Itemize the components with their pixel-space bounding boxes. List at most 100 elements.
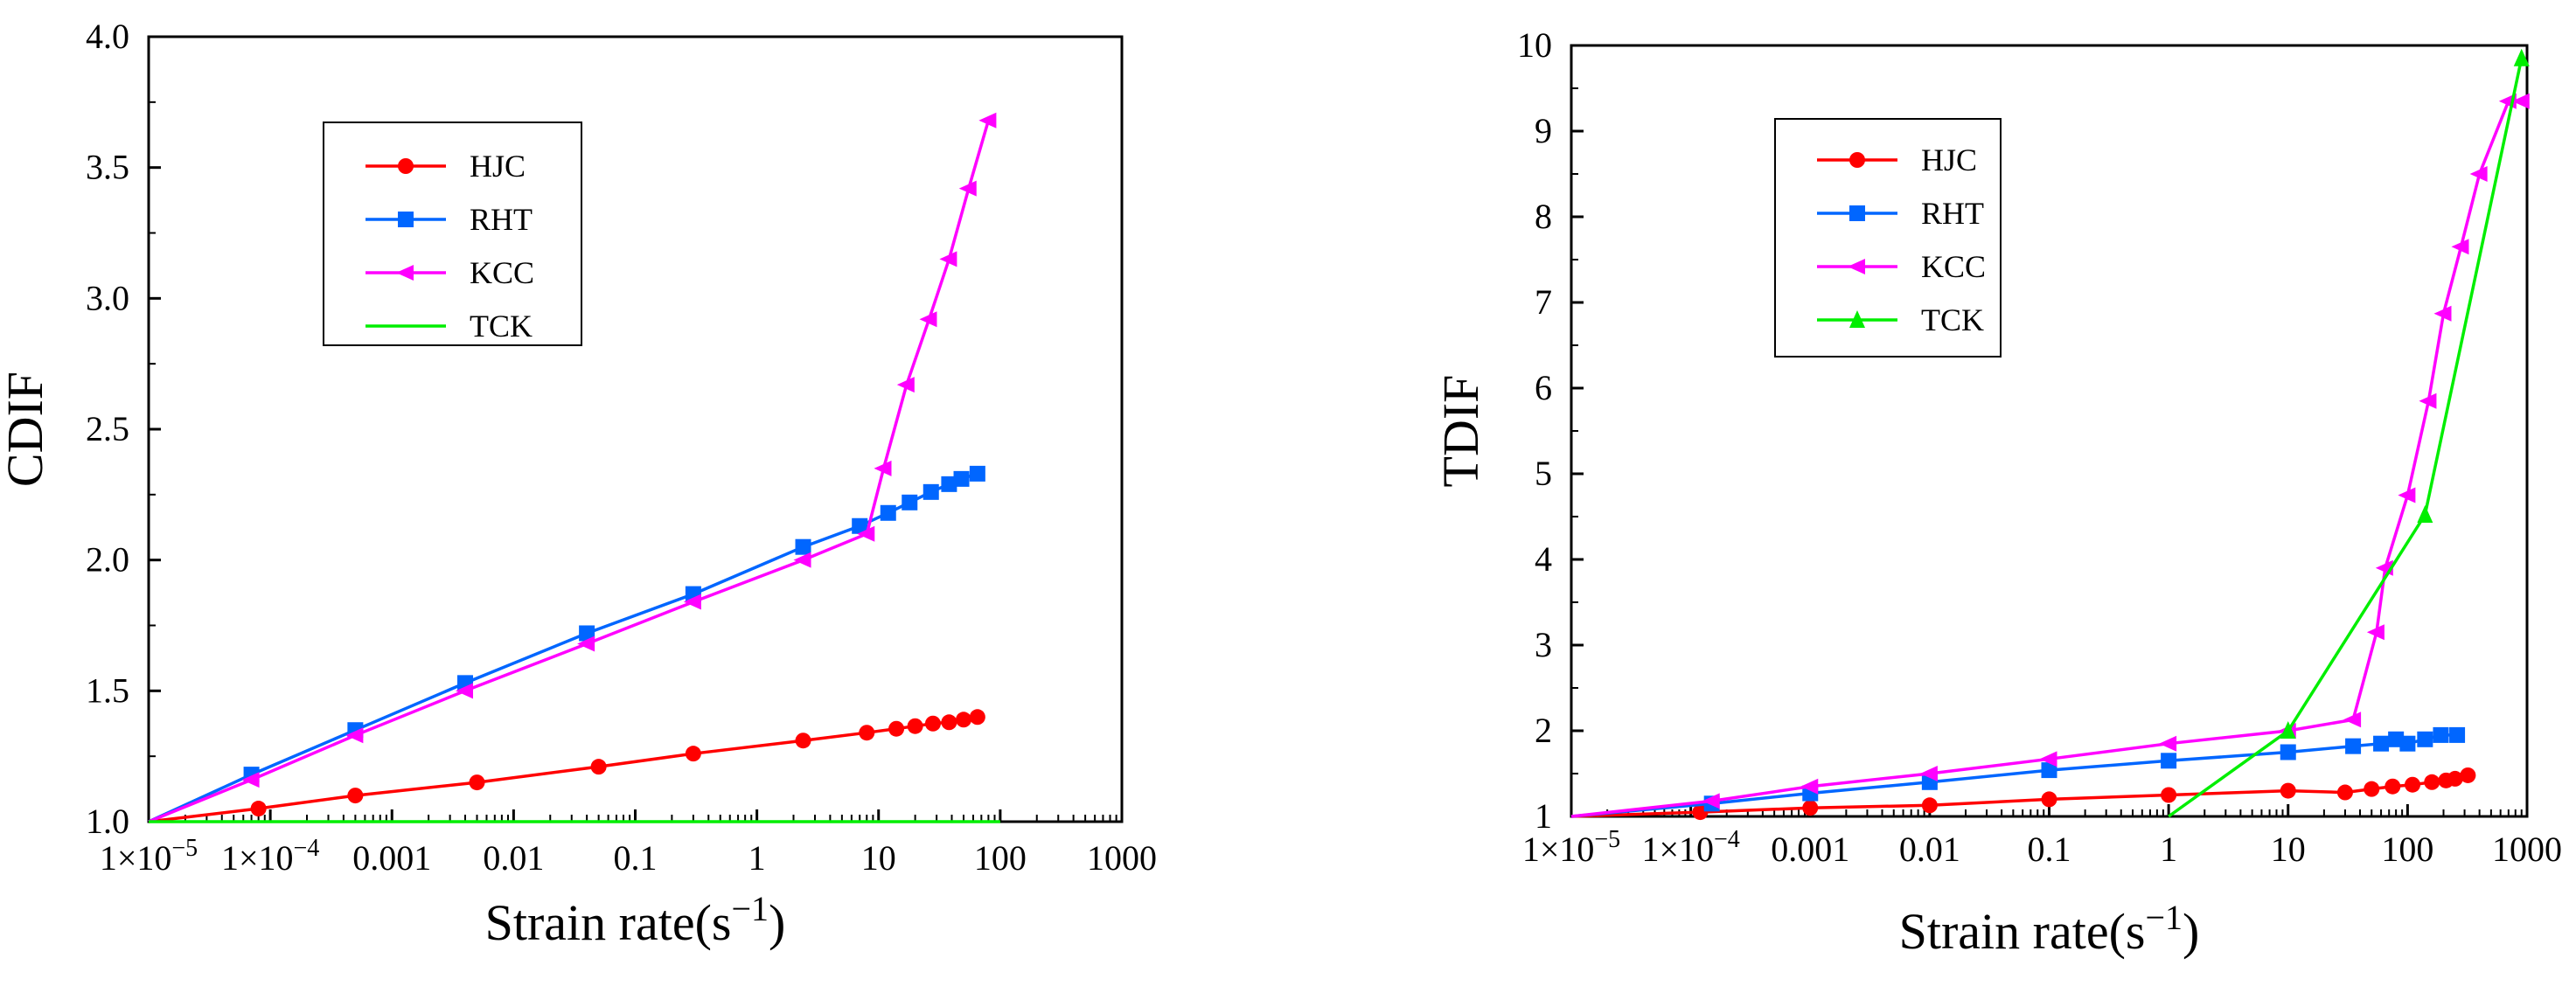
x-tick-label: 1000 (1087, 838, 1157, 878)
data-point-hjc (590, 759, 607, 775)
data-point-hjc (1802, 800, 1819, 816)
x-tick-label: 1 (2160, 830, 2177, 869)
series-line-kcc (1570, 99, 2522, 818)
data-point-rht (941, 476, 957, 492)
y-tick-label: 10 (1517, 25, 1552, 65)
legend-label: HJC (470, 149, 526, 184)
x-tick-label: 0.001 (1771, 830, 1849, 869)
data-point-hjc (2280, 782, 2296, 799)
data-point-kcc (978, 112, 997, 128)
legend-label: KCC (1921, 249, 1986, 284)
x-tick-label: 1×10−5 (100, 835, 198, 878)
data-point-kcc (1800, 778, 1819, 795)
x-tick-label: 1000 (2492, 830, 2562, 869)
x-tick-label: 0.1 (614, 838, 658, 878)
data-point-hjc (924, 715, 941, 732)
legend-marker (396, 265, 414, 281)
data-point-kcc (874, 460, 892, 476)
x-axis-title: Strain rate(s−1) (1899, 898, 2200, 960)
data-point-hjc (2041, 791, 2057, 808)
data-point-hjc (2447, 770, 2463, 787)
data-point-kcc (2469, 166, 2488, 182)
data-point-kcc (919, 311, 937, 328)
plot-frame (147, 35, 1124, 823)
series-kcc (1570, 93, 2530, 818)
data-point-tck (2280, 721, 2296, 739)
legend-marker (1849, 310, 1865, 328)
y-tick-label: 1.0 (86, 802, 129, 841)
chart-1: 1.0 1.5 2.0 2.5 3.0 3.5 4.0 1×10−5 1×10−4 0.001 0.… (0, 17, 1157, 951)
data-point-kcc (2451, 239, 2469, 255)
y-axis-title: CDIF (0, 371, 53, 487)
legend-marker (1848, 259, 1865, 274)
x-tick-label: 0.01 (483, 838, 544, 878)
series-hjc (148, 709, 985, 823)
data-point-kcc (683, 594, 701, 610)
chart-2: 1 2 3 4 5 6 7 8 9 10 1×10−5 1×10−4 0.001 0.01 0.1 1 10 10… (1432, 25, 2562, 960)
data-point-hjc (347, 788, 364, 804)
legend-label: KCC (470, 255, 534, 290)
data-point-rht (2399, 735, 2416, 752)
data-point-kcc (2511, 93, 2530, 109)
data-point-hjc (907, 718, 923, 734)
legend: HJC RHT KCC TCK (323, 122, 582, 346)
data-point-hjc (2460, 767, 2476, 783)
legend-marker (398, 158, 414, 174)
data-point-kcc (1919, 766, 1938, 781)
data-point-kcc (241, 772, 260, 788)
plot-frame (1570, 44, 2529, 818)
legend-box (323, 122, 582, 346)
data-point-hjc (2336, 784, 2353, 801)
series-line-tck (2168, 58, 2524, 818)
legend-label: RHT (1921, 196, 1984, 231)
data-point-hjc (941, 714, 957, 731)
x-tick-label: 1 (748, 838, 766, 878)
x-tick-label: 10 (2271, 830, 2306, 869)
legend: HJC RHT KCC TCK (1774, 118, 2002, 358)
y-tick-label: 1 (1535, 796, 1552, 836)
data-point-kcc (2398, 487, 2416, 503)
series-line-kcc (148, 120, 991, 823)
y-tick-label: 4 (1535, 539, 1552, 579)
data-point-kcc (2159, 735, 2177, 752)
legend-label: RHT (470, 202, 533, 237)
series-kcc (148, 112, 997, 823)
data-point-kcc (577, 635, 595, 652)
data-point-hjc (888, 720, 905, 737)
data-point-kcc (2366, 624, 2385, 641)
x-tick-label: 0.1 (2028, 830, 2071, 869)
series-rht (148, 465, 985, 823)
data-point-rht (2280, 744, 2296, 760)
y-axis-title: TDIF (1432, 375, 1489, 488)
data-point-kcc (2343, 712, 2362, 728)
data-point-rht (953, 470, 970, 487)
data-point-rht (2161, 753, 2177, 769)
data-point-hjc (469, 774, 485, 791)
data-point-rht (969, 465, 985, 482)
data-point-rht (2433, 726, 2449, 743)
x-tick-label: 100 (974, 838, 1027, 878)
series-hjc (1570, 767, 2476, 821)
data-point-hjc (2385, 778, 2401, 795)
y-tick-label: 2 (1535, 711, 1552, 750)
data-point-kcc (958, 180, 977, 197)
data-point-hjc (955, 712, 971, 728)
data-point-hjc (969, 709, 985, 726)
legend-marker (1849, 152, 1865, 168)
y-tick-label: 3.0 (86, 278, 129, 317)
data-point-kcc (896, 377, 915, 393)
data-point-tck (2417, 505, 2433, 524)
x-tick-label: 1×10−4 (221, 835, 319, 878)
x-tick-label: 100 (2381, 830, 2433, 869)
series-tck (2168, 48, 2530, 818)
data-point-tck (2513, 48, 2530, 66)
data-point-rht (579, 625, 595, 642)
data-point-hjc (1921, 797, 1938, 814)
x-tick-label: 1×10−4 (1641, 826, 1739, 869)
data-point-hjc (685, 746, 701, 762)
y-tick-label: 3.5 (86, 148, 129, 187)
data-point-kcc (2433, 305, 2452, 322)
data-point-kcc (857, 525, 875, 542)
data-point-rht (795, 538, 811, 555)
